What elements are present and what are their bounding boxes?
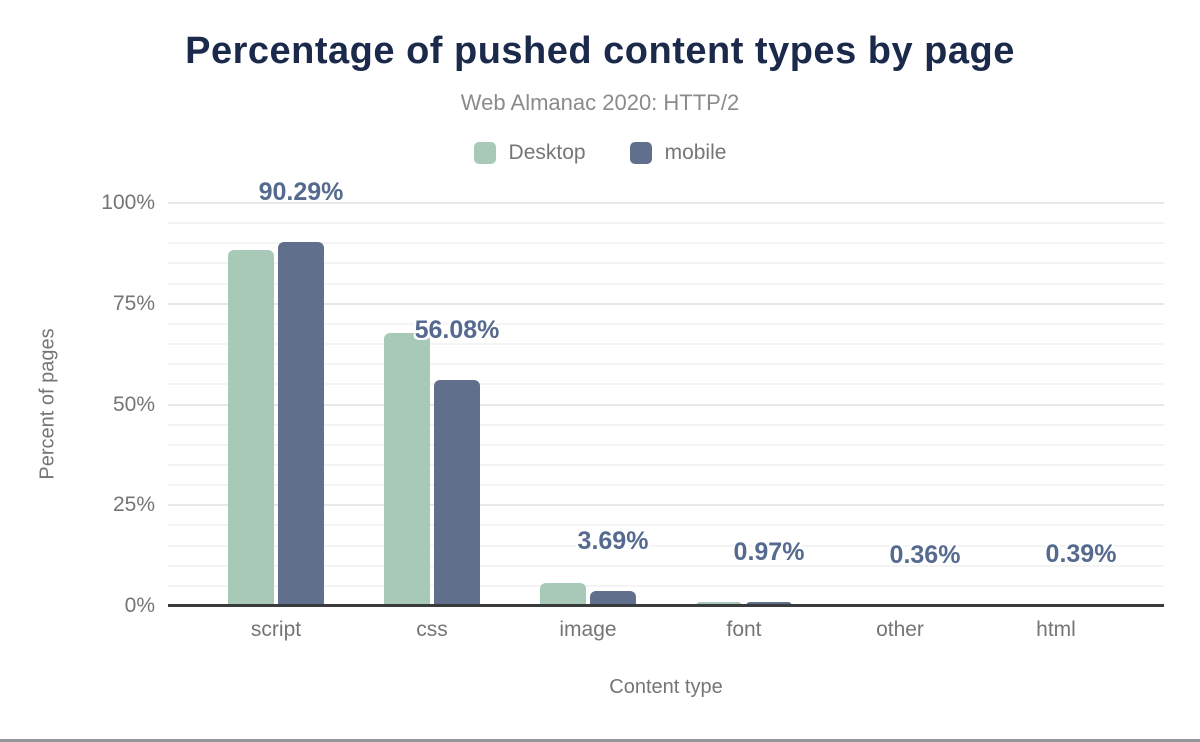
value-label-html: 0.39% — [1045, 540, 1117, 569]
gridline-55 — [168, 383, 1164, 386]
x-tick-other: other — [876, 618, 924, 641]
legend-label-mobile: mobile — [664, 141, 727, 164]
gridline-45 — [168, 423, 1164, 426]
value-label-font: 0.97% — [733, 538, 805, 567]
gridline-95 — [168, 222, 1164, 225]
gridline-75 — [168, 302, 1164, 305]
gridline-50 — [168, 403, 1164, 406]
bar-desktop-script[interactable] — [228, 249, 274, 606]
bar-mobile-css[interactable] — [434, 380, 480, 606]
gridline-25 — [168, 504, 1164, 507]
y-tick-0pct: 0% — [124, 594, 155, 617]
gridline-30 — [168, 484, 1164, 487]
legend-label-desktop: Desktop — [508, 141, 586, 164]
legend: Desktop mobile — [0, 141, 1200, 165]
value-label-other: 0.36% — [889, 540, 961, 569]
legend-item-mobile[interactable]: mobile — [629, 141, 727, 165]
x-axis-line — [168, 604, 1164, 607]
y-tick-100pct: 100% — [101, 191, 155, 214]
value-label-css: 56.08% — [414, 316, 500, 344]
figure-bottom-border — [0, 739, 1200, 742]
x-tick-image: image — [559, 618, 617, 641]
gridline-65 — [168, 343, 1164, 346]
x-tick-css: css — [416, 618, 448, 641]
gridline-70 — [168, 322, 1164, 325]
gridline-100 — [168, 202, 1164, 204]
x-tick-script: script — [250, 618, 302, 641]
gridline-15 — [168, 544, 1164, 547]
bar-mobile-script[interactable] — [278, 242, 324, 606]
chart-title: Percentage of pushed content types by pa… — [185, 30, 1015, 72]
gridline-60 — [168, 363, 1164, 366]
value-label-image: 3.69% — [577, 527, 649, 556]
gridline-40 — [168, 443, 1164, 446]
bar-desktop-image[interactable] — [540, 583, 586, 606]
y-tick-50pct: 50% — [112, 392, 155, 416]
desktop-swatch-icon — [473, 142, 496, 164]
bar-desktop-css[interactable] — [384, 333, 430, 606]
gridline-5 — [168, 584, 1164, 587]
gridline-90 — [168, 242, 1164, 245]
mobile-swatch-icon — [629, 142, 652, 164]
y-tick-25pct: 25% — [112, 493, 155, 517]
x-tick-html: html — [1036, 618, 1076, 641]
bar-desktop-font[interactable] — [696, 601, 742, 606]
plot-area: 90.29% 56.08% 3.69% 0.97% 0.36% 0.39% — [168, 178, 1164, 606]
gridline-80 — [168, 282, 1164, 285]
chart-subtitle: Web Almanac 2020: HTTP/2 — [460, 90, 740, 115]
x-axis-title: Content type — [609, 676, 723, 698]
gridline-35 — [168, 463, 1164, 466]
x-tick-font: font — [726, 618, 762, 641]
y-tick-75pct: 75% — [112, 291, 155, 315]
gridline-85 — [168, 262, 1164, 265]
legend-item-desktop[interactable]: Desktop — [473, 141, 586, 165]
gridline-20 — [168, 524, 1164, 527]
gridline-10 — [168, 564, 1164, 567]
bar-mobile-image[interactable] — [590, 591, 636, 606]
value-label-script: 90.29% — [258, 178, 344, 207]
